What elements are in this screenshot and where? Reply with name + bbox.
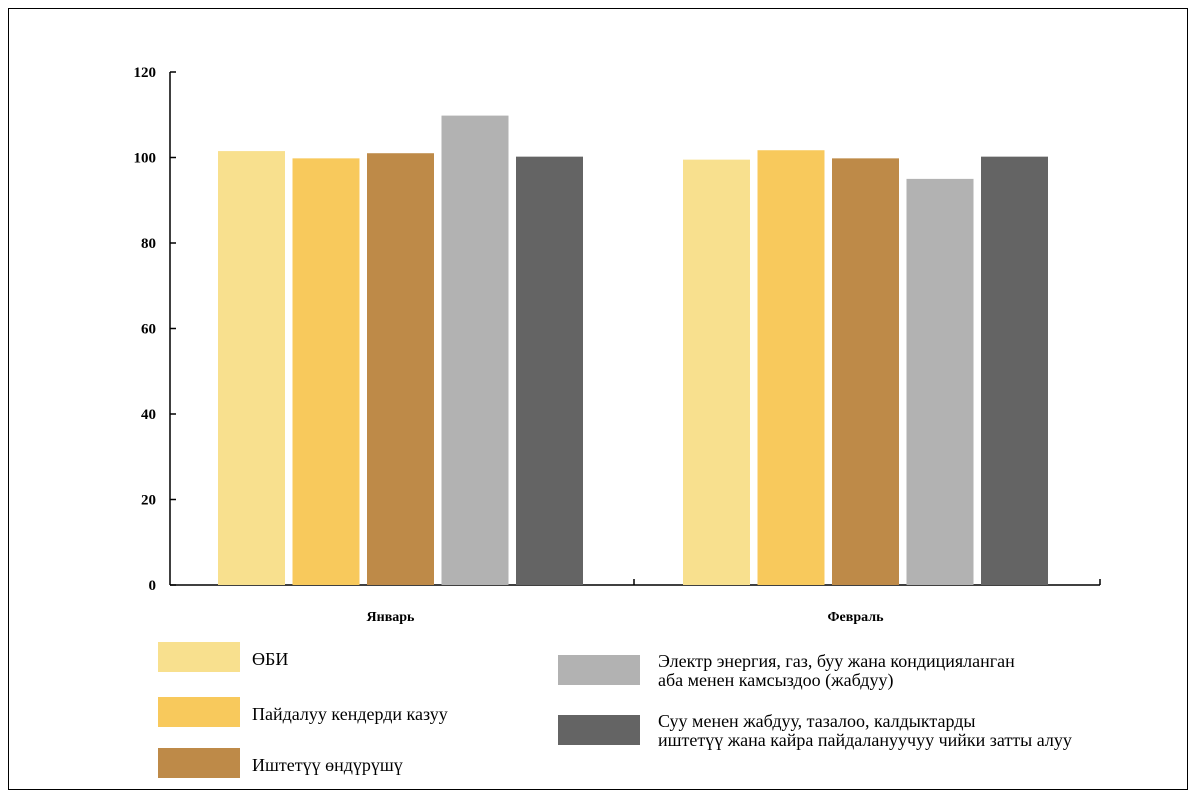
bar [367,153,434,585]
bar [441,115,509,585]
y-tick-label: 0 [149,578,157,594]
legend-label-line: Электр энергия, газ, буу жана кондицияла… [658,651,1015,671]
legend-label-line: Суу менен жабдуу, тазалоо, калдыктарды [658,711,975,731]
bar [683,159,750,585]
legend-swatch [158,748,240,778]
bar [832,158,899,586]
category-label: Январь [367,610,416,625]
legend-label: Электр энергия, газ, буу жана кондицияла… [658,651,1015,691]
legend-label-line: Иштетүү өндүрүшү [252,755,403,775]
category-label: Февраль [828,610,885,625]
legend-label: Суу менен жабдуу, тазалоо, калдыктарды иш… [658,711,1072,750]
bar [906,178,974,585]
legend-label: Иштетүү өндүрүшү [252,755,403,775]
bar [757,150,825,586]
y-tick-label: 60 [141,322,156,338]
y-tick-label: 100 [134,151,157,167]
legend-swatch [558,715,640,745]
bar [218,151,285,585]
legend-swatch [558,655,640,685]
y-tick-label: 20 [141,493,156,509]
legend-swatch [158,697,240,727]
legend-label-line: аба менен камсыздоо (жабдуу) [658,670,893,691]
legend-swatch [158,642,240,672]
bar [516,156,583,585]
y-tick-label: 120 [134,65,157,81]
bar [981,156,1048,585]
legend-label-line: Пайдалуу кендерди казуу [252,704,448,724]
chart-frame [8,8,1188,790]
legend-label-line: ӨБИ [252,649,288,669]
y-tick-label: 40 [141,407,156,423]
legend-label: ӨБИ [252,649,288,669]
legend-label-line: иштетүү жана кайра пайдалануучуу чийки з… [658,730,1072,750]
bar [292,158,360,586]
y-tick-label: 80 [141,236,156,252]
legend-label: Пайдалуу кендерди казуу [252,704,448,724]
